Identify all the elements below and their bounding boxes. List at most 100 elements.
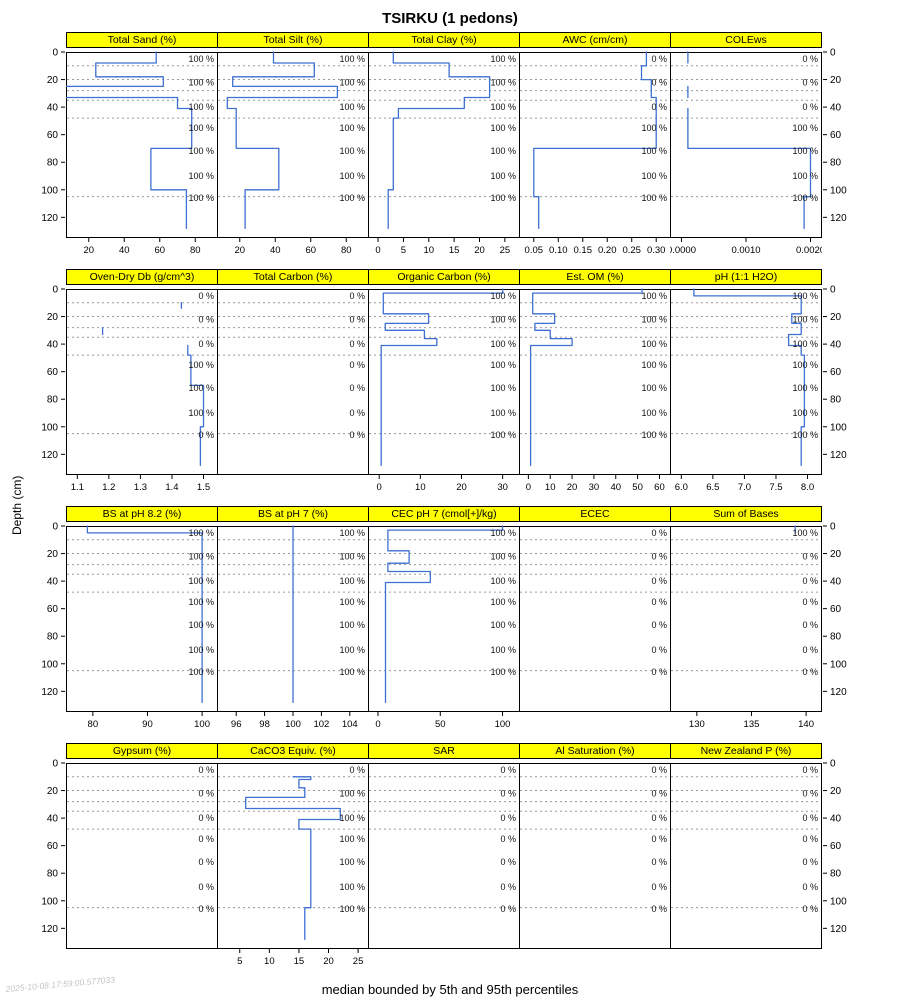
panel-cec-ph-7-cmol-kg: CEC pH 7 (cmol[+]/kg) 100 % 100 % 100 % 100 … — [368, 506, 520, 739]
panel-strip: Al Saturation (%) — [519, 743, 671, 759]
contributing-fraction-label: 100 % — [490, 645, 516, 655]
x-tick-label: 0.05 — [525, 245, 544, 256]
contributing-fraction-label: 100 % — [490, 77, 516, 87]
panel-strip: Total Sand (%) — [66, 32, 218, 48]
panel-border — [368, 763, 520, 949]
depth-tick-label: 100 — [830, 185, 847, 196]
x-tick-label: 15 — [294, 956, 305, 967]
contributing-fraction-label: 0 % — [198, 339, 214, 349]
panel-plot: 0 % 0 % 0 % 100 % 100 % 100 % 100 % 0.05 0.10 0.1… — [519, 51, 671, 256]
contributing-fraction-label: 0 % — [802, 834, 818, 844]
depth-tick-label: 0 — [52, 522, 58, 533]
depth-tick-label: 80 — [830, 158, 842, 169]
panel-strip: AWC (cm/cm) — [519, 32, 671, 48]
contributing-fraction-label: 100 % — [490, 291, 516, 301]
contributing-fraction-label: 0 % — [500, 765, 516, 775]
depth-tick-label: 20 — [830, 312, 842, 323]
contributing-fraction-label: 0 % — [349, 291, 365, 301]
contributing-fraction-label: 100 % — [641, 360, 667, 370]
panel-plot: 0 % 0 % 0 % 100 % 100 % 100 % 100 % 0.0000 0.001… — [667, 51, 825, 256]
panel-border — [670, 763, 822, 949]
x-tick-label: 135 — [744, 719, 760, 730]
contributing-fraction-label: 0 % — [651, 667, 667, 677]
figure-title: TSIRKU (1 pedons) — [382, 10, 518, 27]
panel-border — [217, 763, 369, 949]
panel-plot: 0 % 0 % 0 % 0 % 0 % 0 % 0 % — [66, 763, 218, 949]
depth-tick-label: 100 — [41, 896, 58, 907]
panel-plot: 100 % 0 % 0 % 0 % 0 % 0 % 0 % 130 135 140 — [670, 525, 822, 730]
depth-tick-label: 120 — [830, 687, 847, 698]
contributing-fraction-label: 100 % — [188, 102, 214, 112]
x-tick-label: 0 — [526, 482, 531, 493]
contributing-fraction-label: 100 % — [792, 291, 818, 301]
contributing-fraction-label: 0 % — [500, 834, 516, 844]
x-tick-label: 96 — [231, 719, 242, 730]
contributing-fraction-label: 100 % — [339, 667, 365, 677]
depth-tick-label: 40 — [830, 340, 842, 351]
panel-plot: 100 % 100 % 100 % 100 % 100 % 100 % 100 % 80 90 1… — [66, 525, 218, 730]
contributing-fraction-label: 0 % — [198, 813, 214, 823]
contributing-fraction-label: 0 % — [802, 904, 818, 914]
contributing-fraction-label: 100 % — [490, 430, 516, 440]
depth-tick-label: 100 — [830, 659, 847, 670]
contributing-fraction-label: 100 % — [188, 645, 214, 655]
y-axis-label: Depth (cm) — [10, 475, 24, 535]
depth-tick-label: 120 — [41, 687, 58, 698]
contributing-fraction-label: 0 % — [802, 102, 818, 112]
x-tick-label: 1.2 — [102, 482, 115, 493]
panel-strip: Est. OM (%) — [519, 269, 671, 285]
contributing-fraction-label: 0 % — [198, 834, 214, 844]
x-tick-label: 104 — [342, 719, 358, 730]
x-tick-label: 50 — [632, 482, 643, 493]
panel-strip: Total Clay (%) — [368, 32, 520, 48]
contributing-fraction-label: 100 % — [641, 430, 667, 440]
x-tick-label: 80 — [88, 719, 99, 730]
contributing-fraction-label: 0 % — [651, 857, 667, 867]
panel-strip: Sum of Bases — [670, 506, 822, 522]
contributing-fraction-label: 100 % — [188, 77, 214, 87]
contributing-fraction-label: 100 % — [188, 667, 214, 677]
panel-plot: 0 % 0 % 0 % 100 % 100 % 100 % 0 % 1.1 1.2 1.3 1.4 1… — [66, 289, 218, 493]
contributing-fraction-label: 0 % — [500, 813, 516, 823]
x-tick-label: 0.30 — [647, 245, 666, 256]
x-tick-label: 100 — [495, 719, 511, 730]
contributing-fraction-label: 0 % — [802, 54, 818, 64]
depth-axis-right: 0 20 40 60 80 100 120 — [822, 522, 854, 739]
depth-tick-label: 20 — [830, 75, 842, 86]
x-tick-label: 10 — [264, 956, 275, 967]
panel-plot: 0 % 0 % 0 % 0 % 0 % 0 % 0 % — [519, 526, 671, 712]
depth-tick-label: 80 — [47, 158, 59, 169]
contributing-fraction-label: 100 % — [490, 146, 516, 156]
panel-sum-of-bases: Sum of Bases 100 % 0 % 0 % 0 % 0 % 0 % 0 % 130 13… — [670, 506, 822, 739]
x-tick-label: 60 — [305, 245, 316, 256]
contributing-fraction-label: 100 % — [490, 102, 516, 112]
contributing-fraction-label: 100 % — [490, 551, 516, 561]
contributing-fraction-label: 0 % — [500, 788, 516, 798]
depth-tick-label: 20 — [47, 549, 59, 560]
contributing-fraction-label: 100 % — [188, 54, 214, 64]
depth-tick-label: 40 — [830, 814, 842, 825]
x-tick-label: 25 — [500, 245, 511, 256]
depth-tick-label: 120 — [41, 450, 58, 461]
panel-border — [519, 289, 671, 475]
contributing-fraction-label: 0 % — [651, 551, 667, 561]
contributing-fraction-label: 100 % — [188, 171, 214, 181]
median-line — [57, 51, 193, 230]
panel-border — [368, 289, 520, 475]
depth-tick-label: 120 — [41, 213, 58, 224]
depth-tick-label: 60 — [830, 367, 842, 378]
depth-axis-right: 0 20 40 60 80 100 120 — [822, 48, 854, 265]
contributing-fraction-label: 100 % — [490, 620, 516, 630]
contributing-fraction-label: 0 % — [651, 576, 667, 586]
contributing-fraction-label: 100 % — [339, 193, 365, 203]
x-tick-label: 102 — [313, 719, 329, 730]
contributing-fraction-label: 100 % — [339, 123, 365, 133]
depth-axis-left: 0 20 40 60 80 100 120 — [34, 759, 66, 976]
contributing-fraction-label: 100 % — [188, 146, 214, 156]
panel-strip: Organic Carbon (%) — [368, 269, 520, 285]
panel-plot: 0 % 0 % 0 % 0 % 0 % 0 % 0 % — [670, 763, 822, 949]
panel-plot: 100 % 100 % 100 % 100 % 100 % 100 % 100 % 0 10 20… — [519, 288, 671, 493]
panel-plot: 100 % 100 % 100 % 100 % 100 % 100 % 100 % 0 50 10… — [368, 525, 520, 730]
